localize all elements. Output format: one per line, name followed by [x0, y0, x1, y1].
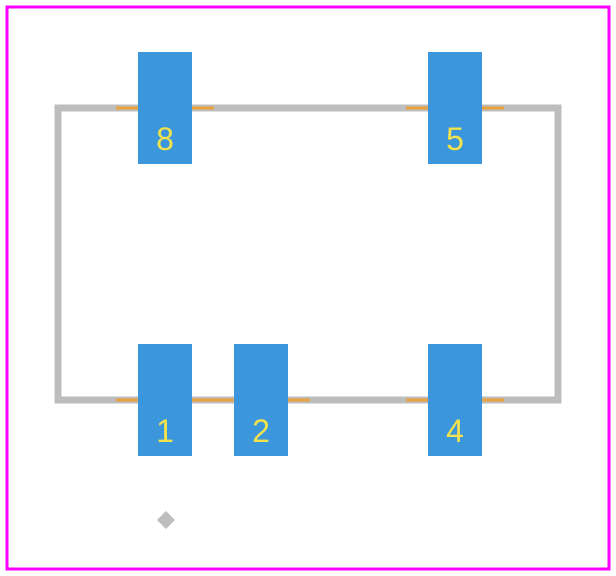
canvas-background [0, 0, 616, 576]
pad-2-label: 2 [252, 413, 270, 449]
pad-5-label: 5 [446, 121, 464, 157]
footprint-diagram: 8 5 1 2 4 [0, 0, 616, 576]
pad-8-label: 8 [156, 121, 174, 157]
pad-4-label: 4 [446, 413, 464, 449]
pad-1-label: 1 [156, 413, 174, 449]
